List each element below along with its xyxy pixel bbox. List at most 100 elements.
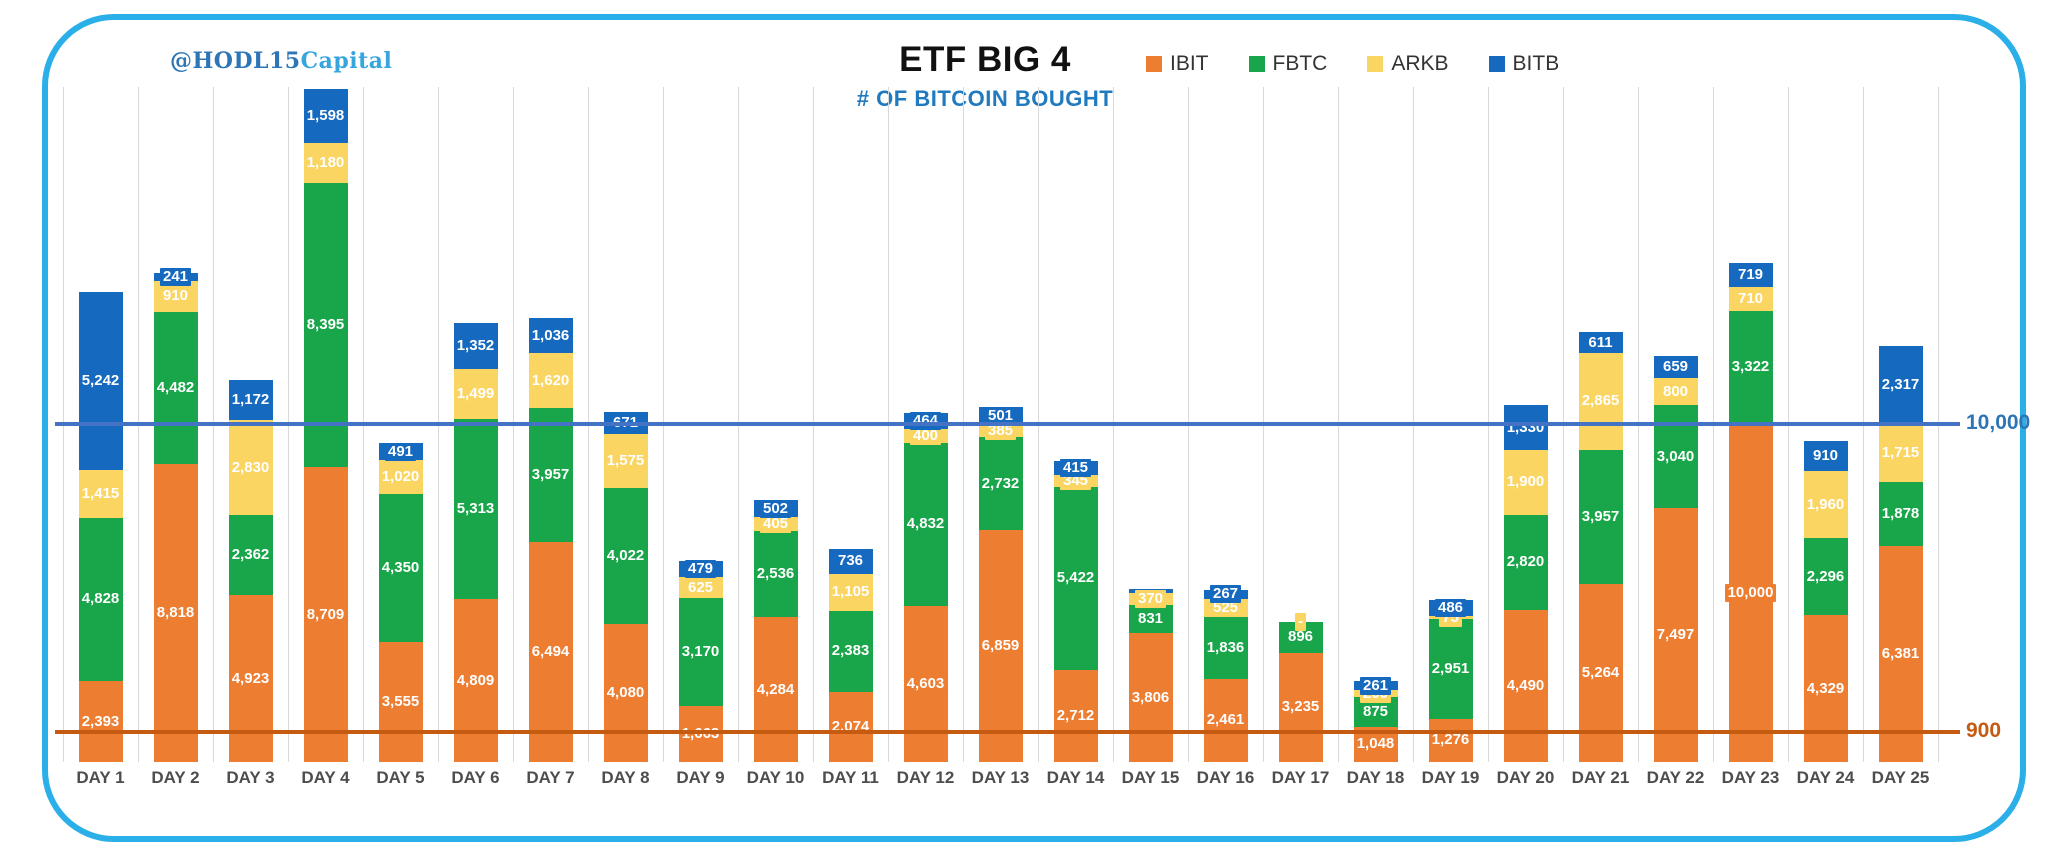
segment-label: 8,709 <box>303 605 348 624</box>
bitb-day-4-segment: 1,598 <box>303 89 348 144</box>
fbtc-day-1-segment: 4,828 <box>78 517 123 681</box>
fbtc-day-15-segment: 831 <box>1128 605 1173 634</box>
segment-label: 502 <box>759 499 792 518</box>
segment-label: 1,598 <box>303 107 348 126</box>
bitb-day-14-segment: 415 <box>1053 458 1098 477</box>
x-axis-label-day-11: DAY 11 <box>822 768 879 787</box>
bitb-day-6-segment: 1,352 <box>453 322 498 369</box>
bar-day-22: 7,497 3,040 800 659 <box>1653 355 1698 762</box>
ibit-day-13-segment: 6,859 <box>978 529 1023 762</box>
segment-label: 2,820 <box>1503 553 1548 572</box>
bar-day-23: 10,000 3,322 710 719 <box>1724 262 1777 762</box>
arkb-day-10-segment: 405 <box>753 515 798 534</box>
bitb-day-19-segment: 486 <box>1428 599 1473 618</box>
segment-label: 1,036 <box>528 326 573 345</box>
segment-label: 3,235 <box>1278 698 1323 717</box>
segment-label: 6,859 <box>978 636 1023 655</box>
segment-label: 501 <box>984 406 1017 425</box>
segment-label: 4,923 <box>228 669 273 688</box>
bitb-day-16-segment: 267 <box>1203 585 1248 604</box>
segment-label: 896 <box>1284 628 1317 647</box>
legend-item-fbtc: FBTC <box>1248 52 1327 76</box>
ibit-day-24-segment: 4,329 <box>1803 615 1848 762</box>
segment-label: 370 <box>1134 589 1167 608</box>
segment-label: 4,832 <box>903 515 948 534</box>
x-axis-label-day-16: DAY 16 <box>1196 768 1255 787</box>
segment-label: 4,490 <box>1503 677 1548 695</box>
segment-label: 2,296 <box>1803 567 1848 586</box>
watermark-part1: @HODL15 <box>170 48 301 74</box>
bitb-day-25-segment: 2,317 <box>1878 345 1923 425</box>
bar-day-5: 3,555 4,350 1,020 491 <box>378 442 423 762</box>
segment-label: 4,809 <box>453 671 498 690</box>
arkb-day-7-segment: 1,620 <box>528 353 573 409</box>
segment-label: 1,878 <box>1878 505 1923 524</box>
segment-label: 1,180 <box>303 154 348 173</box>
x-axis-label-day-7: DAY 7 <box>526 768 575 787</box>
legend-label: IBIT <box>1170 52 1209 75</box>
ibit-day-11-segment: 2,074 <box>828 691 873 762</box>
bar-day-13: 6,859 2,732 385 501 <box>978 406 1023 762</box>
bar-day-14: 2,712 5,422 345 415 <box>1053 458 1098 762</box>
fbtc-day-2-segment: 4,482 <box>153 311 198 464</box>
fbtc-day-23-segment: 3,322 <box>1728 311 1773 424</box>
arkb-day-3-segment: 2,830 <box>228 419 273 516</box>
bar-day-7: 6,494 3,957 1,620 1,036 <box>528 318 573 762</box>
x-axis-label-day-2: DAY 2 <box>151 768 200 787</box>
x-axis-label-day-5: DAY 5 <box>376 768 425 787</box>
segment-label: 659 <box>1659 358 1692 377</box>
segment-label: - <box>1295 613 1306 632</box>
segment-label: 479 <box>684 560 717 579</box>
bar-day-3: 4,923 2,362 2,830 1,172 <box>228 379 273 762</box>
legend: IBIT FBTC ARKB BITB <box>1146 52 1559 76</box>
x-axis-label-day-25: DAY 25 <box>1871 768 1930 787</box>
segment-label: 5,313 <box>453 500 498 519</box>
fbtc-day-14-segment: 5,422 <box>1053 486 1098 671</box>
bitb-day-7-segment: 1,036 <box>528 318 573 354</box>
segment-label: 1,836 <box>1203 638 1248 657</box>
segment-label: 875 <box>1359 702 1392 721</box>
bar-day-6: 4,809 5,313 1,499 1,352 <box>453 322 498 762</box>
x-axis-label-day-6: DAY 6 <box>451 768 500 787</box>
bitb-day-23-segment: 719 <box>1728 262 1773 288</box>
x-axis-label-day-4: DAY 4 <box>301 768 350 787</box>
ibit-day-2-segment: 8,818 <box>153 463 198 762</box>
x-axis-label-day-8: DAY 8 <box>601 768 650 787</box>
segment-label: 1,960 <box>1803 495 1848 514</box>
ibit-day-20-segment: 4,490 <box>1503 610 1548 762</box>
legend-item-bitb: BITB <box>1488 52 1559 76</box>
segment-label: 4,284 <box>753 680 798 699</box>
bar-day-2: 8,818 4,482 910 241 <box>153 267 198 762</box>
segment-label: 267 <box>1209 585 1242 604</box>
bitb-day-2-segment: 241 <box>153 267 198 286</box>
arkb-day-5-segment: 1,020 <box>378 459 423 495</box>
x-axis-label-day-9: DAY 9 <box>676 768 725 787</box>
segment-label: 625 <box>684 578 717 597</box>
segment-label: 5,242 <box>78 371 123 390</box>
legend-swatch-icon <box>1367 56 1384 72</box>
segment-label: 5,422 <box>1053 569 1098 588</box>
x-axis-label-day-22: DAY 22 <box>1646 768 1705 787</box>
ibit-day-10-segment: 4,284 <box>753 617 798 762</box>
bar-day-25: 6,381 1,878 1,715 2,317 <box>1878 345 1923 762</box>
segment-label: 405 <box>759 515 792 534</box>
segment-label: 5,264 <box>1578 663 1623 682</box>
bitb-day-22-segment: 659 <box>1653 355 1698 379</box>
segment-label: 1,048 <box>1353 735 1398 754</box>
fbtc-day-5-segment: 4,350 <box>378 494 423 642</box>
chart-title: ETF BIG 4 <box>899 40 1071 79</box>
fbtc-day-11-segment: 2,383 <box>828 611 873 692</box>
ibit-day-4-segment: 8,709 <box>303 467 348 762</box>
segment-label: 710 <box>1734 290 1767 309</box>
segment-label: 611 <box>1585 333 1616 352</box>
segment-label: 1,663 <box>678 724 723 743</box>
fbtc-day-24-segment: 2,296 <box>1803 537 1848 616</box>
bar-day-15: 3,806 831 370 <box>1128 589 1173 762</box>
segment-label: 2,536 <box>753 565 798 584</box>
ibit-day-3-segment: 4,923 <box>228 595 273 762</box>
segment-label: 3,040 <box>1653 447 1698 466</box>
bar-day-21: 5,264 3,957 2,865 611 <box>1578 332 1623 762</box>
x-axis-label-day-3: DAY 3 <box>226 768 275 787</box>
bitb-day-20-segment: 1,330 <box>1503 405 1548 451</box>
